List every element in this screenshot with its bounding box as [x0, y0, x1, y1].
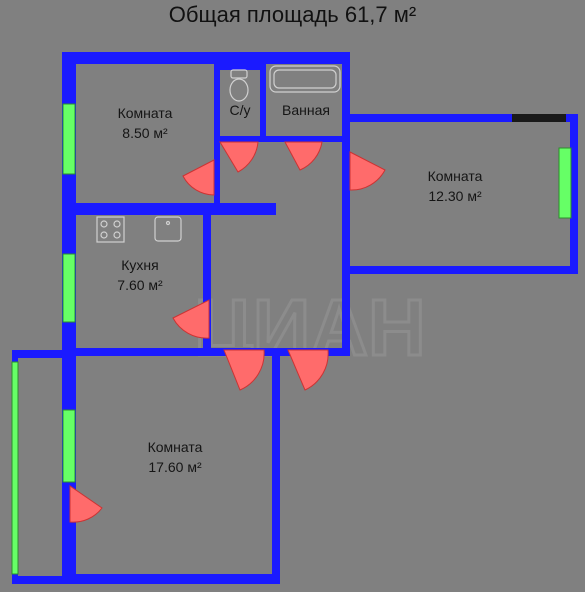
door: [223, 349, 265, 391]
door: [284, 141, 323, 171]
toilet-icon: [229, 69, 249, 102]
door: [182, 159, 215, 196]
window: [558, 147, 572, 219]
room-label: Комната 12.30 м²: [405, 166, 505, 206]
door: [349, 151, 386, 191]
window: [62, 103, 76, 175]
walls: [12, 52, 578, 584]
room-label: С/у: [220, 100, 260, 120]
doors: [69, 141, 386, 523]
room-label: Комната 8.50 м²: [95, 103, 195, 143]
fixtures: [96, 65, 341, 243]
room-area: 8.50 м²: [122, 125, 168, 141]
room-label: Комната 17.60 м²: [125, 437, 225, 477]
room-label: Кухня 7.60 м²: [90, 255, 190, 295]
room-name: Комната: [147, 439, 203, 455]
room-area: 7.60 м²: [117, 277, 163, 293]
window: [62, 409, 76, 483]
room-name: С/у: [229, 102, 251, 118]
window: [62, 253, 76, 323]
door: [69, 485, 103, 523]
door: [287, 349, 329, 391]
bathtub-icon: [269, 65, 341, 93]
window: [11, 361, 19, 575]
windows: [11, 103, 572, 575]
room-name: Комната: [117, 105, 173, 121]
room-name: Ванная: [282, 102, 330, 118]
total-area-title: Общая площадь 61,7 м²: [168, 2, 417, 27]
sink-icon: [154, 216, 182, 242]
room-area: 17.60 м²: [148, 459, 202, 475]
room-name: Комната: [427, 168, 483, 184]
room-label: Ванная: [268, 100, 344, 120]
door: [172, 299, 210, 339]
wall-segment-dark: [512, 114, 566, 122]
room-name: Кухня: [121, 257, 159, 273]
door: [219, 141, 259, 173]
stove-icon: [96, 216, 125, 243]
room-area: 12.30 м²: [428, 188, 482, 204]
